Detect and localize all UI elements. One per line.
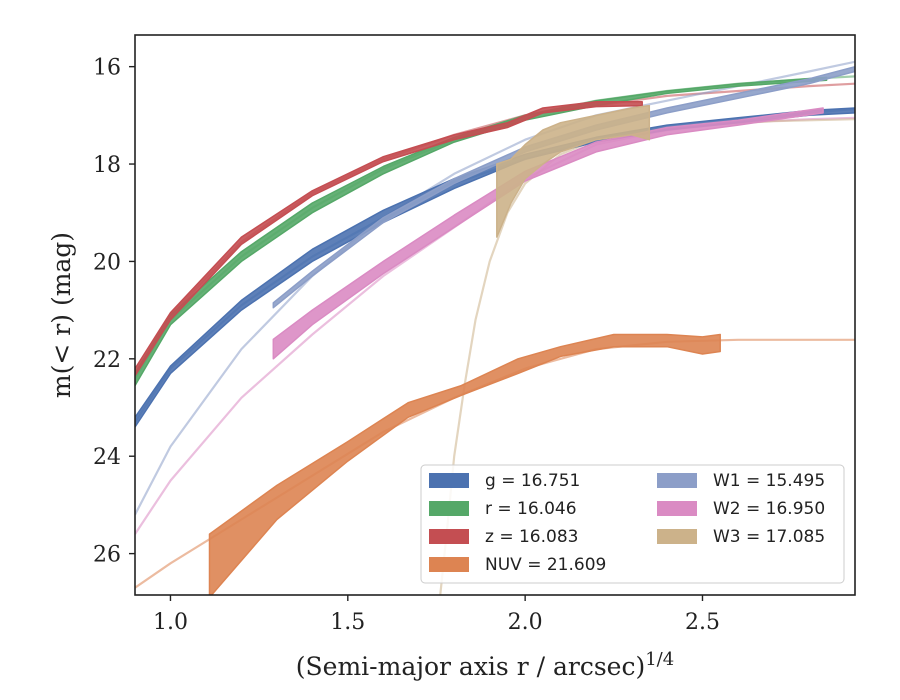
legend-swatch-r [429, 501, 469, 516]
legend-swatch-w2 [657, 501, 697, 516]
series-layer [135, 60, 855, 595]
legend-label-w2: W2 = 16.950 [713, 499, 825, 519]
data-band-w1 [272, 65, 855, 309]
x-tick-label: 2.0 [508, 610, 543, 635]
y-tick-label: 24 [93, 445, 121, 470]
legend: g = 16.751 r = 16.046 z = 16.083 NUV = 21.6… [420, 464, 845, 584]
legend-swatch-w3 [657, 529, 697, 544]
y-tick-label: 18 [93, 153, 121, 178]
legend-label-z: z = 16.083 [485, 527, 578, 547]
y-axis: 16 18 20 22 24 26 [93, 56, 135, 568]
legend-label-w1: W1 = 15.495 [713, 471, 825, 491]
y-tick-label: 16 [93, 56, 121, 81]
legend-label-nuv: NUV = 21.609 [485, 555, 606, 575]
legend-swatch-w1 [657, 473, 697, 488]
data-band-w2 [272, 107, 824, 360]
y-tick-label: 22 [93, 348, 121, 373]
data-band-z [135, 100, 643, 377]
data-bands [135, 65, 855, 595]
legend-label-g: g = 16.751 [485, 471, 580, 491]
x-axis-title: (Semi-major axis r / arcsec)1/4 [296, 649, 674, 681]
data-band-nuv [208, 333, 721, 595]
x-axis-title-main: (Semi-major axis r / arcsec) [296, 652, 645, 681]
data-band-w3 [496, 104, 651, 238]
y-tick-label: 20 [93, 250, 121, 275]
y-axis-title: m(< r) (mag) [47, 232, 76, 398]
legend-label-r: r = 16.046 [485, 499, 577, 519]
legend-swatch-z [429, 529, 469, 544]
legend-swatch-nuv [429, 557, 469, 572]
legend-box [420, 464, 845, 584]
y-tick-label: 26 [93, 543, 121, 568]
x-tick-label: 1.5 [330, 610, 365, 635]
plot-frame [134, 34, 856, 596]
x-axis: 1.0 1.5 2.0 2.5 [153, 595, 720, 635]
x-tick-label: 1.0 [153, 610, 188, 635]
x-axis-title-superscript: 1/4 [645, 649, 674, 670]
legend-swatch-g [429, 473, 469, 488]
legend-label-w3: W3 = 17.085 [713, 527, 825, 547]
x-tick-label: 2.5 [685, 610, 720, 635]
